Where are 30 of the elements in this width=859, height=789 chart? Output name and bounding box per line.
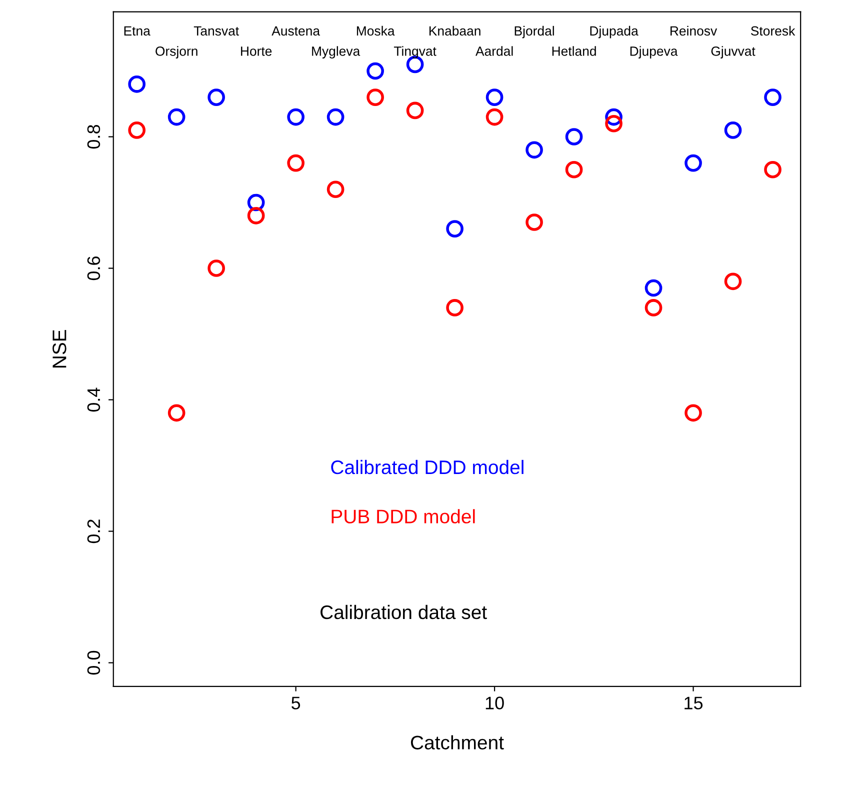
y-tick-label: 0.2 (87, 520, 100, 544)
y-tick-label: 0.4 (87, 388, 100, 412)
annotation: Aardal (476, 46, 513, 56)
y-tick-label: 0.6 (87, 256, 100, 280)
annotation: Storesk (751, 26, 796, 36)
text: Calibrated DDD model (331, 460, 524, 474)
y-tick-label: 0.8 (87, 124, 100, 149)
text: PUB DDD model (332, 509, 475, 524)
annotation: Mygleva (312, 46, 360, 58)
annotation: Etna (124, 26, 150, 36)
annotation: Gjuvvat (711, 46, 756, 58)
x-axis-title: Catchment (410, 735, 504, 750)
annotation: Horte (241, 46, 272, 56)
annotation: Djupeva (630, 46, 678, 58)
annotation: Austena (272, 26, 320, 36)
x-tick-label: 15 (684, 696, 703, 710)
annotation: Tingvat (394, 46, 436, 58)
x-tick-label: 10 (486, 696, 504, 710)
y-tick-label: 0.0 (87, 650, 100, 675)
annotation: Hetland (552, 46, 596, 56)
annotation: Knabaan (429, 26, 480, 36)
annotation: Orsjorn (156, 46, 198, 58)
x-tick-label: 5 (292, 696, 300, 710)
annotation: Calibration data set (320, 604, 487, 620)
annotation: Reinosv (670, 26, 718, 36)
annotation: Bjordal (514, 26, 554, 38)
annotation: Tansvat (194, 26, 239, 36)
annotation: Djupada (590, 26, 638, 38)
annotation: Moska (356, 26, 395, 36)
y-axis-title: NSE (52, 330, 66, 368)
